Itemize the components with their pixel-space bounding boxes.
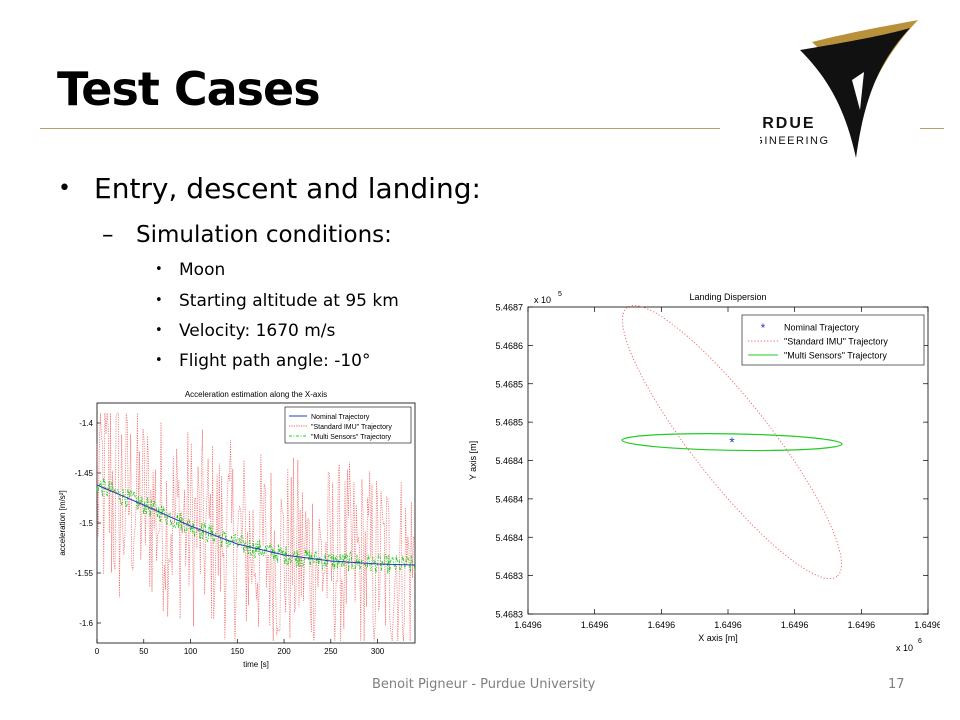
y-tick-label: 5.4686	[495, 341, 523, 351]
x-multiplier: x 10	[896, 643, 913, 653]
series-standard-imu	[96, 412, 415, 642]
bullet-dot-small: •	[155, 262, 163, 277]
y-tick-label: 5.4683	[495, 571, 523, 581]
x-tick-label: 150	[231, 647, 245, 656]
logo-line2: ENGINEERING	[760, 135, 830, 147]
landing-dispersion-chart: Landing Dispersion x 10 5 5.4687 5.4686 5.468…	[468, 291, 940, 653]
bullet-level3-text: Flight path angle: -10°	[179, 351, 371, 371]
bullet-dot: •	[58, 176, 71, 201]
chart-title: Landing Dispersion	[689, 292, 766, 302]
y-tick-label: -1.5	[79, 519, 93, 528]
logo-swoosh-black	[800, 28, 910, 158]
x-tick-label: 1.6496	[914, 620, 940, 630]
slide-footer: Benoit Pigneur - Purdue University	[372, 677, 596, 692]
x-tick-label: 1.6496	[581, 620, 609, 630]
y-tick-label: -1.45	[75, 469, 94, 478]
x-axis-label: X axis [m]	[698, 633, 738, 643]
x-axis-label: time [s]	[243, 660, 269, 669]
page-number: 17	[888, 677, 905, 692]
y-axis-label: Y axis [m]	[468, 441, 478, 480]
y-tick-label: 5.4684	[495, 533, 523, 543]
y-multiplier: x 10	[534, 295, 551, 305]
y-tick-label: 5.4687	[495, 303, 523, 313]
chart-legend: * Nominal Trajectory "Standard IMU" Trajec…	[741, 314, 925, 366]
x-tick-label: 1.6496	[514, 620, 542, 630]
y-tick-label: 5.4685	[495, 418, 523, 428]
series-nominal-point: *	[729, 434, 735, 450]
x-tick-label: 250	[324, 647, 338, 656]
bullet-dot-small: •	[155, 293, 163, 308]
bullet-level1-text: Entry, descent and landing:	[94, 172, 481, 205]
bullet-level3-text: Starting altitude at 95 km	[179, 291, 399, 311]
series-multi-sensors-ellipse	[621, 433, 843, 452]
x-tick-label: 0	[95, 647, 100, 656]
bullet-dot-small: •	[155, 323, 163, 338]
chart-title: Acceleration estimation along the X-axis	[185, 390, 327, 399]
series-nominal	[96, 484, 416, 566]
logo-line1: PURDUE	[760, 115, 816, 132]
bullet-level2-text: Simulation conditions:	[136, 222, 392, 248]
legend-label: "Standard IMU" Trajectory	[311, 424, 392, 431]
logo-swoosh-notch	[852, 72, 864, 110]
x-tick-label: 1.6496	[648, 620, 676, 630]
legend-marker: *	[761, 321, 766, 335]
x-tick-label: 200	[277, 647, 291, 656]
bullet-level3-text: Moon	[179, 260, 226, 280]
acceleration-chart: Acceleration estimation along the X-axis…	[58, 390, 416, 669]
legend-label: "Multi Sensors" Trajectory	[311, 434, 392, 441]
bullet-dash: –	[102, 222, 114, 248]
x-tick-label: 100	[184, 647, 198, 656]
x-tick-label: 1.6496	[781, 620, 809, 630]
y-tick-label: 5.4683	[495, 610, 523, 620]
legend-label: "Multi Sensors" Trajectory	[784, 351, 887, 361]
series-standard-imu-ellipse	[622, 305, 842, 580]
legend-label: Nominal Trajectory	[311, 414, 370, 421]
series-multi-sensors	[96, 477, 416, 575]
y-tick-label: -1.4	[79, 419, 93, 428]
y-tick-label: -1.6	[79, 619, 93, 628]
x-tick-label: 50	[139, 647, 148, 656]
title-rule-right	[920, 128, 944, 129]
x-multiplier-exp: 6	[918, 638, 922, 645]
x-tick-label: 1.6496	[848, 620, 876, 630]
y-tick-label: 5.4685	[495, 379, 523, 389]
legend-label: Nominal Trajectory	[784, 323, 860, 333]
slide-title: Test Cases	[57, 62, 321, 116]
legend-box	[741, 314, 925, 366]
y-tick-label: -1.55	[75, 569, 94, 578]
y-tick-label: 5.4684	[495, 456, 523, 466]
y-multiplier-exp: 5	[558, 291, 562, 298]
chart-legend: Nominal Trajectory "Standard IMU" Traject…	[284, 406, 412, 444]
y-axis-label: acceleration [m/s²]	[58, 490, 67, 555]
bullet-dot-small: •	[155, 353, 163, 368]
y-tick-label: 5.4684	[495, 494, 523, 504]
legend-label: "Standard IMU" Trajectory	[784, 337, 888, 347]
x-tick-label: 300	[371, 647, 385, 656]
title-rule	[40, 128, 720, 129]
x-tick-label: 1.6496	[714, 620, 742, 630]
bullet-level3-text: Velocity: 1670 m/s	[179, 321, 336, 341]
legend-box	[284, 406, 412, 444]
purdue-engineering-logo: PURDUE ENGINEERING	[760, 20, 918, 158]
